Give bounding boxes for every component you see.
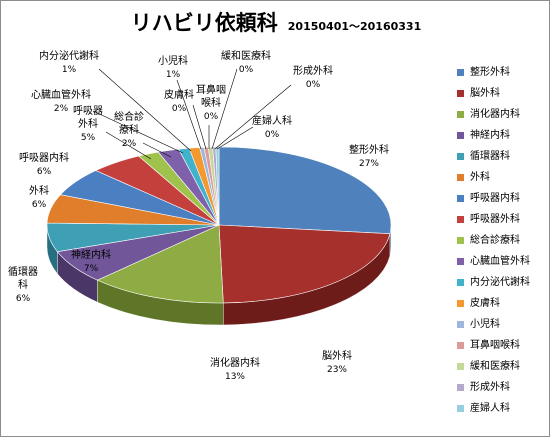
chart-title: リハビリ依頼科 — [130, 11, 278, 35]
legend-swatch — [457, 279, 464, 286]
leader-line-7 — [105, 131, 152, 160]
data-label-name-8: 総合診 — [114, 110, 144, 123]
data-label-name-16: 産婦人科 — [252, 114, 292, 127]
legend-swatch — [457, 111, 464, 118]
legend-label: 心臓血管外科 — [470, 256, 530, 267]
legend-swatch — [457, 153, 464, 160]
data-label-value-4: 6% — [16, 294, 31, 304]
legend-swatch — [457, 300, 464, 307]
legend-label: 内分泌代謝科 — [470, 277, 530, 288]
data-label-name-15: 形成外科 — [293, 64, 333, 77]
data-label-name-5: 外科 — [29, 184, 49, 197]
legend-label: 脳外科 — [470, 88, 500, 99]
data-label-name-6: 呼吸器内科 — [19, 151, 69, 164]
legend-label: 呼吸器内科 — [470, 193, 520, 204]
legend-label: 循環器科 — [470, 151, 510, 162]
data-label-name-4: 科 — [18, 278, 28, 291]
data-label-value-9: 2% — [54, 104, 69, 114]
data-label-value-12: 0% — [172, 104, 187, 114]
pie-slices — [46, 146, 392, 304]
leader-line-10 — [98, 68, 192, 152]
legend-label: 耳鼻咽喉科 — [470, 340, 520, 351]
legend-swatch — [457, 321, 464, 328]
legend-swatch — [457, 174, 464, 181]
legend-label: 呼吸器外科 — [470, 214, 520, 225]
data-label-value-0: 27% — [359, 159, 379, 169]
legend-swatch — [457, 342, 464, 349]
legend-label: 神経内科 — [470, 130, 510, 141]
legend-swatch — [457, 384, 464, 391]
data-label-name-3: 神経内科 — [71, 248, 111, 261]
pie-slice-2 — [96, 224, 224, 304]
leader-line-11 — [176, 79, 202, 150]
legend-label: 形成外科 — [470, 382, 510, 393]
data-label-value-16: 0% — [265, 130, 280, 140]
data-label-value-11: 1% — [166, 70, 181, 80]
data-label-value-6: 6% — [37, 167, 52, 177]
legend-label: 産婦人科 — [470, 403, 510, 414]
leader-line-16 — [216, 126, 254, 150]
data-label-value-14: 0% — [239, 65, 254, 75]
legend-label: 外科 — [470, 172, 490, 183]
data-label-name-0: 整形外科 — [349, 143, 389, 156]
legend-label: 総合診療科 — [470, 235, 520, 246]
legend-label: 消化器内科 — [470, 109, 520, 120]
pie-slice-1 — [218, 224, 391, 304]
data-label-name-7: 呼吸器 — [73, 105, 103, 117]
leader-line-12 — [192, 104, 207, 150]
legend-swatch — [457, 216, 464, 223]
leader-line-15 — [214, 84, 292, 150]
data-label-value-13: 0% — [204, 112, 219, 122]
data-label-name-1: 脳外科 — [322, 349, 352, 362]
legend-label: 緩和医療科 — [470, 361, 520, 372]
data-label-value-10: 1% — [62, 65, 77, 75]
leader-line-9 — [92, 110, 184, 154]
data-labels: 整形外科 27% 脳外科 23% 消化器内科 13% 神経内科 7% 循環器科 6% 外科 6% 呼吸器… — [8, 49, 389, 382]
legend-swatch — [457, 69, 464, 76]
data-label-name-10: 内分泌代謝科 — [39, 49, 99, 62]
data-label-name-13: 耳鼻咽 — [196, 83, 226, 96]
title-block: リハビリ依頼科 20150401～20160331 — [1, 7, 550, 37]
legend-swatch — [457, 90, 464, 97]
data-label-name-14: 緩和医療科 — [221, 49, 271, 62]
data-label-name-12: 皮膚科 — [164, 88, 194, 101]
data-label-name-13: 喉科 — [201, 96, 221, 109]
data-label-value-5: 6% — [32, 200, 47, 210]
leader-line-14 — [211, 68, 238, 150]
legend-swatch — [457, 237, 464, 244]
legend-label: 小児科 — [470, 319, 500, 330]
chart-subtitle: 20150401～20160331 — [287, 20, 422, 33]
legend-label: 整形外科 — [470, 67, 510, 78]
data-label-value-15: 0% — [306, 80, 321, 90]
data-label-name-9: 心臓血管外科 — [31, 88, 91, 101]
legend-swatch — [457, 132, 464, 139]
data-label-value-3: 7% — [84, 264, 99, 274]
data-label-value-8: 2% — [122, 139, 137, 149]
data-label-name-11: 小児科 — [158, 54, 188, 67]
data-label-name-7: 外科 — [78, 117, 98, 130]
data-label-value-1: 23% — [327, 365, 347, 375]
data-label-value-7: 5% — [81, 133, 96, 143]
data-label-name-4: 循環器 — [8, 265, 38, 278]
data-label-value-2: 13% — [225, 372, 245, 382]
legend-swatch — [457, 405, 464, 412]
legend-swatch — [457, 258, 464, 265]
pie-slice-0 — [218, 146, 392, 235]
leader-line-8 — [142, 142, 172, 158]
legend-swatch — [457, 195, 464, 202]
data-label-name-8: 療科 — [119, 123, 139, 136]
legend-label: 皮膚科 — [470, 298, 500, 309]
legend-swatch — [457, 363, 464, 370]
data-label-name-2: 消化器内科 — [210, 356, 260, 369]
